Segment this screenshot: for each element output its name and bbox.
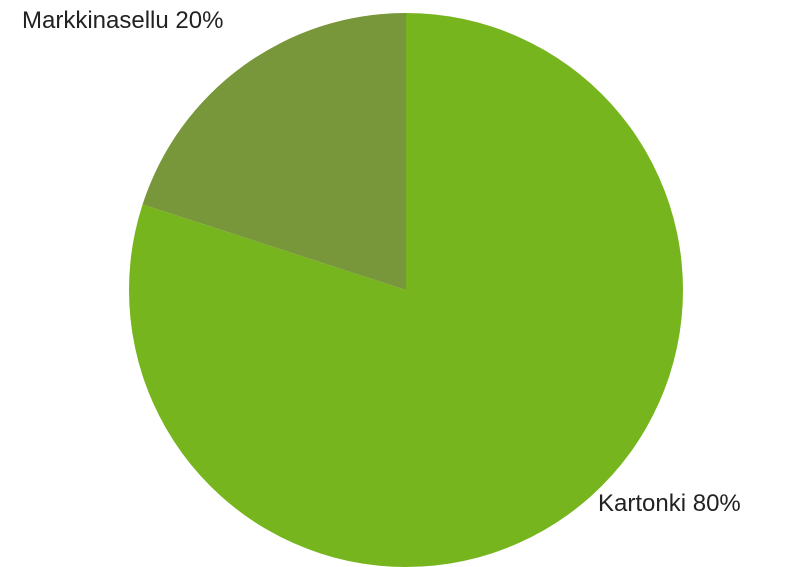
category-label: Kartonki [598,490,686,517]
category-label: Markkinasellu [22,7,169,34]
pie-slice [142,13,406,290]
slice-label: Markkinasellu 20% [22,7,223,34]
value-label: 80% [693,490,741,517]
value-label: 20% [175,7,223,34]
slice-label: Kartonki 80% [598,490,741,517]
